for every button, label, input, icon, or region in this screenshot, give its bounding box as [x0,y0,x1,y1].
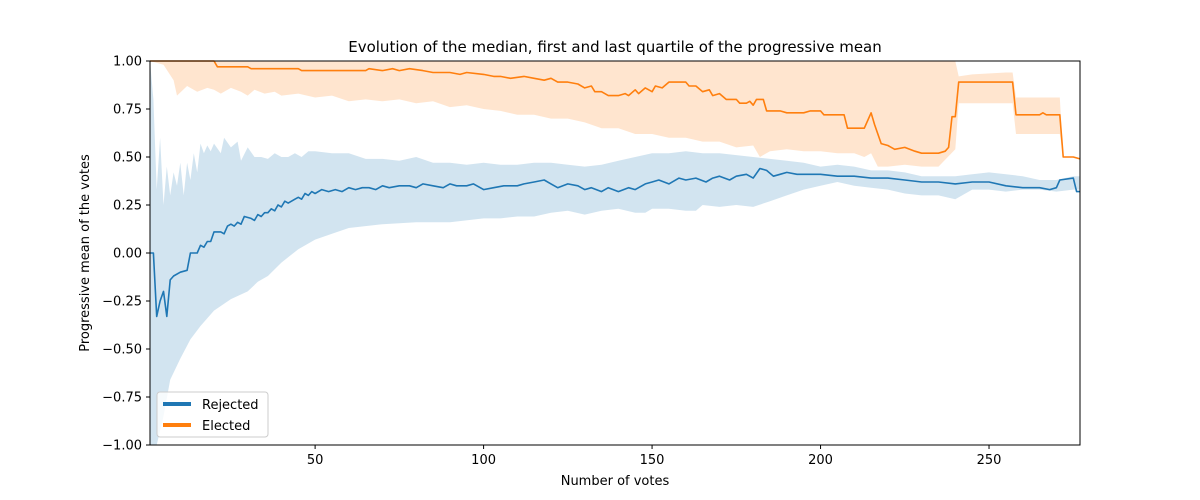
y-tick-label: −0.75 [102,391,142,406]
y-tick-label: −0.50 [102,343,142,358]
x-tick-label: 100 [471,453,496,468]
x-axis-ticks: 50 100 150 200 250 [307,445,1002,468]
y-tick-label: 0.25 [113,199,142,214]
legend-label-rejected: Rejected [202,398,259,413]
quartile-bands [150,61,1080,445]
x-tick-label: 250 [977,453,1002,468]
x-axis-title: Number of votes [561,474,670,489]
chart-title: Evolution of the median, first and last … [348,38,882,56]
y-tick-label: 0.00 [113,247,142,262]
y-axis-ticks: −1.00 −0.75 −0.50 −0.25 0.00 0.25 0.50 0.75 1.00 [102,55,150,454]
y-tick-label: −1.00 [102,439,142,454]
x-tick-label: 150 [640,453,665,468]
y-tick-label: 0.50 [113,151,142,166]
x-tick-label: 200 [808,453,833,468]
y-tick-label: 1.00 [113,55,142,70]
legend: Rejected Elected [156,391,269,438]
median-line-rejected [150,167,1080,318]
quartile-band-elected [150,61,1080,167]
y-axis-title: Progressive mean of the votes [78,154,93,352]
median-line-elected [150,60,1081,160]
y-tick-label: 0.75 [113,103,142,118]
x-tick-label: 50 [307,453,324,468]
y-tick-label: −0.25 [102,295,142,310]
median-lines [150,60,1081,318]
legend-label-elected: Elected [202,419,250,434]
